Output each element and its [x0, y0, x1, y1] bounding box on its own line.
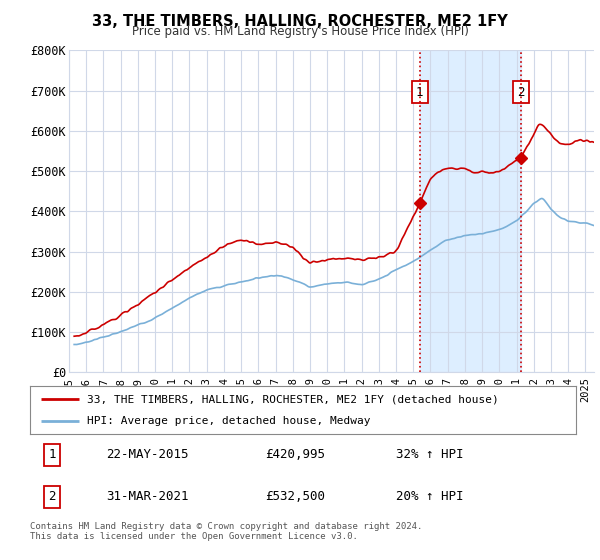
Text: £420,995: £420,995 [265, 448, 325, 461]
Bar [419, 50, 521, 372]
Text: Contains HM Land Registry data © Crown copyright and database right 2024.
This d: Contains HM Land Registry data © Crown c… [30, 522, 422, 542]
Text: 1: 1 [416, 86, 424, 99]
Text: 22-MAY-2015: 22-MAY-2015 [106, 448, 189, 461]
Text: 32% ↑ HPI: 32% ↑ HPI [396, 448, 463, 461]
Text: 31-MAR-2021: 31-MAR-2021 [106, 491, 189, 503]
Text: 20% ↑ HPI: 20% ↑ HPI [396, 491, 463, 503]
Text: Price paid vs. HM Land Registry's House Price Index (HPI): Price paid vs. HM Land Registry's House … [131, 25, 469, 38]
Text: 2: 2 [517, 86, 524, 99]
Text: £532,500: £532,500 [265, 491, 325, 503]
Text: 33, THE TIMBERS, HALLING, ROCHESTER, ME2 1FY: 33, THE TIMBERS, HALLING, ROCHESTER, ME2… [92, 14, 508, 29]
Text: 1: 1 [48, 448, 56, 461]
Text: HPI: Average price, detached house, Medway: HPI: Average price, detached house, Medw… [88, 416, 371, 426]
Text: 33, THE TIMBERS, HALLING, ROCHESTER, ME2 1FY (detached house): 33, THE TIMBERS, HALLING, ROCHESTER, ME2… [88, 394, 499, 404]
Text: 2: 2 [48, 491, 56, 503]
